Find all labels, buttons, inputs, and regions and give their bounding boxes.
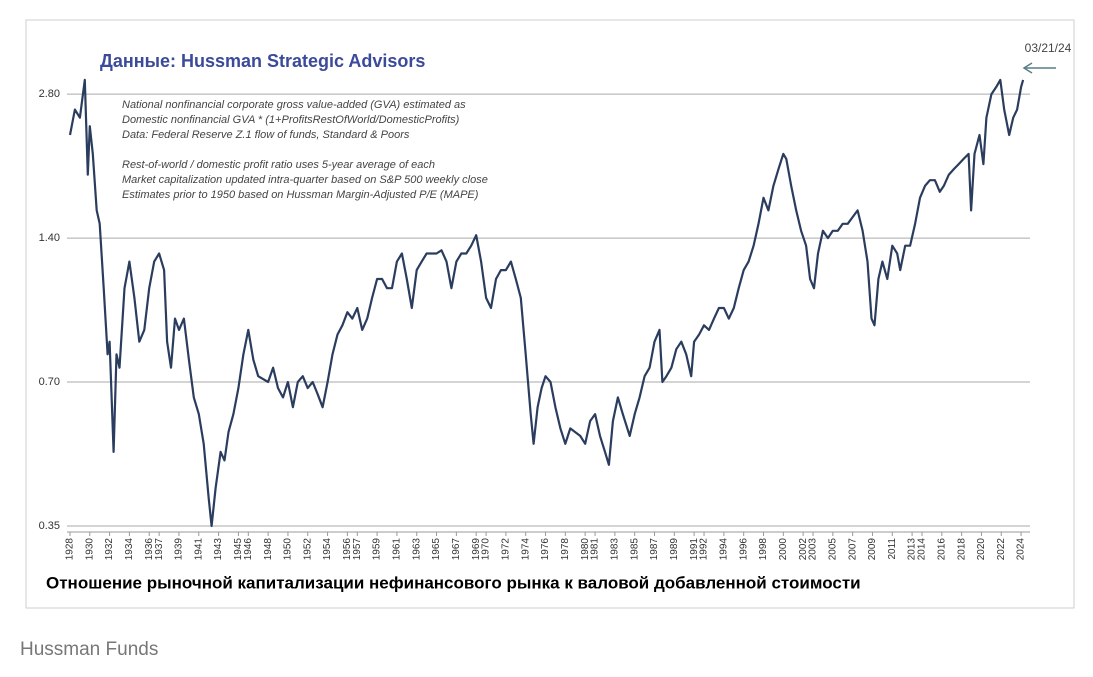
note: National nonfinancial corporate gross va… [122,99,466,111]
x-tick-label: 1969 [471,538,482,561]
note: Market capitalization updated intra-quar… [122,174,488,186]
x-tick-label: 2024 [1016,538,1027,561]
x-tick-label: 1928 [65,538,76,561]
note: Data: Federal Reserve Z.1 flow of funds,… [122,129,410,141]
x-tick-label: 2000 [778,538,789,561]
chart-title: Данные: Hussman Strategic Advisors [100,51,425,71]
x-tick-label: 1959 [372,538,383,561]
x-tick-label: 1941 [193,538,204,561]
x-tick-label: 1939 [174,538,185,561]
x-tick-label: 1954 [322,538,333,561]
y-tick-label: 2.80 [39,88,60,100]
x-tick-label: 2014 [917,538,928,561]
x-tick-label: 1991 [689,538,700,561]
y-tick-label: 0.70 [39,376,60,388]
x-tick-label: 1980 [580,538,591,561]
x-tick-label: 1983 [610,538,621,561]
x-tick-label: 1992 [699,538,710,561]
x-tick-label: 1963 [411,538,422,561]
x-tick-label: 1976 [540,538,551,561]
x-tick-label: 1967 [451,538,462,561]
x-tick-label: 2018 [956,538,967,561]
x-tick-label: 1950 [283,538,294,561]
x-tick-label: 1961 [392,538,403,561]
x-tick-label: 1930 [84,538,95,561]
x-tick-label: 1965 [431,538,442,561]
x-tick-label: 1987 [649,538,660,561]
x-tick-label: 1936 [144,538,155,561]
x-tick-label: 1985 [629,538,640,561]
annotation: 03/21/24 [1025,41,1072,55]
y-tick-label: 1.40 [39,232,60,244]
x-tick-label: 1937 [154,538,165,561]
x-tick-label: 1934 [124,538,135,561]
x-tick-label: 2005 [827,538,838,561]
note: Domestic nonfinancial GVA * (1+ProfitsRe… [122,114,460,126]
line [68,78,1025,528]
x-tick-label: 2020 [976,538,987,561]
x-tick-label: 2002 [798,538,809,561]
x-tick-label: 1970 [481,538,492,561]
x-tick-label: 1948 [263,538,274,561]
x-tick-label: 1972 [501,538,512,561]
x-tick-label: 2016 [936,538,947,561]
x-tick-label: 1998 [758,538,769,561]
x-tick-label: 1994 [719,538,730,561]
x-tick-label: 2009 [867,538,878,561]
x-tick-label: 1996 [738,538,749,561]
arrow [1022,62,1056,74]
x-tick-label: 2013 [907,538,918,561]
x-tick-label: 1956 [342,538,353,561]
source: Hussman Funds [20,639,158,660]
x-tick-label: 1932 [104,538,115,561]
caption: Отношение рыночной капитализации нефинан… [46,573,861,592]
note: Rest-of-world / domestic profit ratio us… [122,159,435,171]
x-tick-label: 2003 [808,538,819,561]
x-tick-label: 1974 [520,538,531,561]
x-tick-label: 1952 [302,538,313,561]
x-tick-label: 1989 [669,538,680,561]
x-tick-label: 2022 [996,538,1007,561]
y-tick-label: 0.35 [39,520,60,532]
x-tick-label: 1957 [352,538,363,561]
x-tick-label: 2007 [847,538,858,561]
x-tick-label: 1945 [233,538,244,561]
frame [25,19,1075,609]
x-tick-label: 1946 [243,538,254,561]
x-tick-label: 2011 [887,538,898,560]
note: Estimates prior to 1950 based on Hussman… [122,189,479,201]
x-tick-label: 1943 [213,538,224,561]
x-tick-label: 1981 [590,538,601,561]
x-tick-label: 1978 [560,538,571,561]
